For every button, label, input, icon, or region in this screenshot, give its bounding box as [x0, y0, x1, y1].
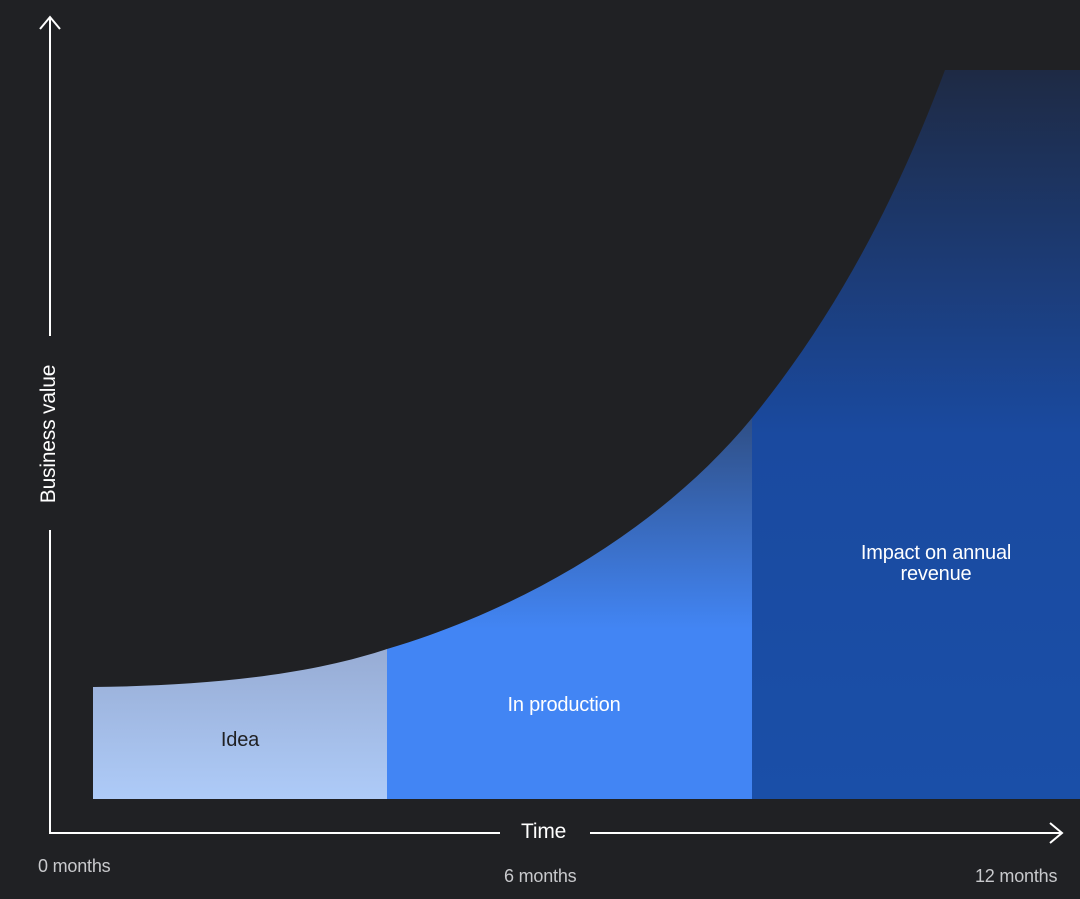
- idea-area: [93, 649, 387, 799]
- x-tick-6-months: 6 months: [504, 866, 577, 886]
- x-tick-0-months: 0 months: [38, 856, 111, 876]
- impact-area: [752, 70, 1080, 799]
- production-area: [387, 418, 752, 799]
- x-axis-arrow-icon: [1049, 822, 1064, 844]
- impact-label: Impact on annual revenue: [860, 542, 1012, 585]
- idea-label: Idea: [220, 729, 260, 751]
- y-axis-title: Business value: [37, 364, 60, 504]
- x-tick-12-months: 12 months: [975, 866, 1058, 886]
- in-production-label: In production: [507, 694, 621, 716]
- x-axis-title: Time: [521, 820, 567, 843]
- y-axis-arrow-icon: [39, 15, 61, 30]
